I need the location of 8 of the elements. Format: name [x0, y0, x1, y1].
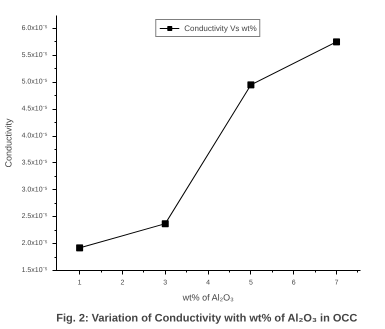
point [76, 244, 84, 252]
point [247, 81, 254, 88]
y-axis-title: Conductivity [4, 118, 14, 168]
x-axis-title: wt% of Al₂O₃ [182, 292, 234, 302]
legend-label: Conductivity Vs wt% [184, 23, 257, 33]
point [333, 38, 340, 46]
caption: Fig. 2: Variation of Conductivity with wt% of Al₂O₃ in OCC [56, 312, 358, 324]
point [162, 220, 169, 228]
